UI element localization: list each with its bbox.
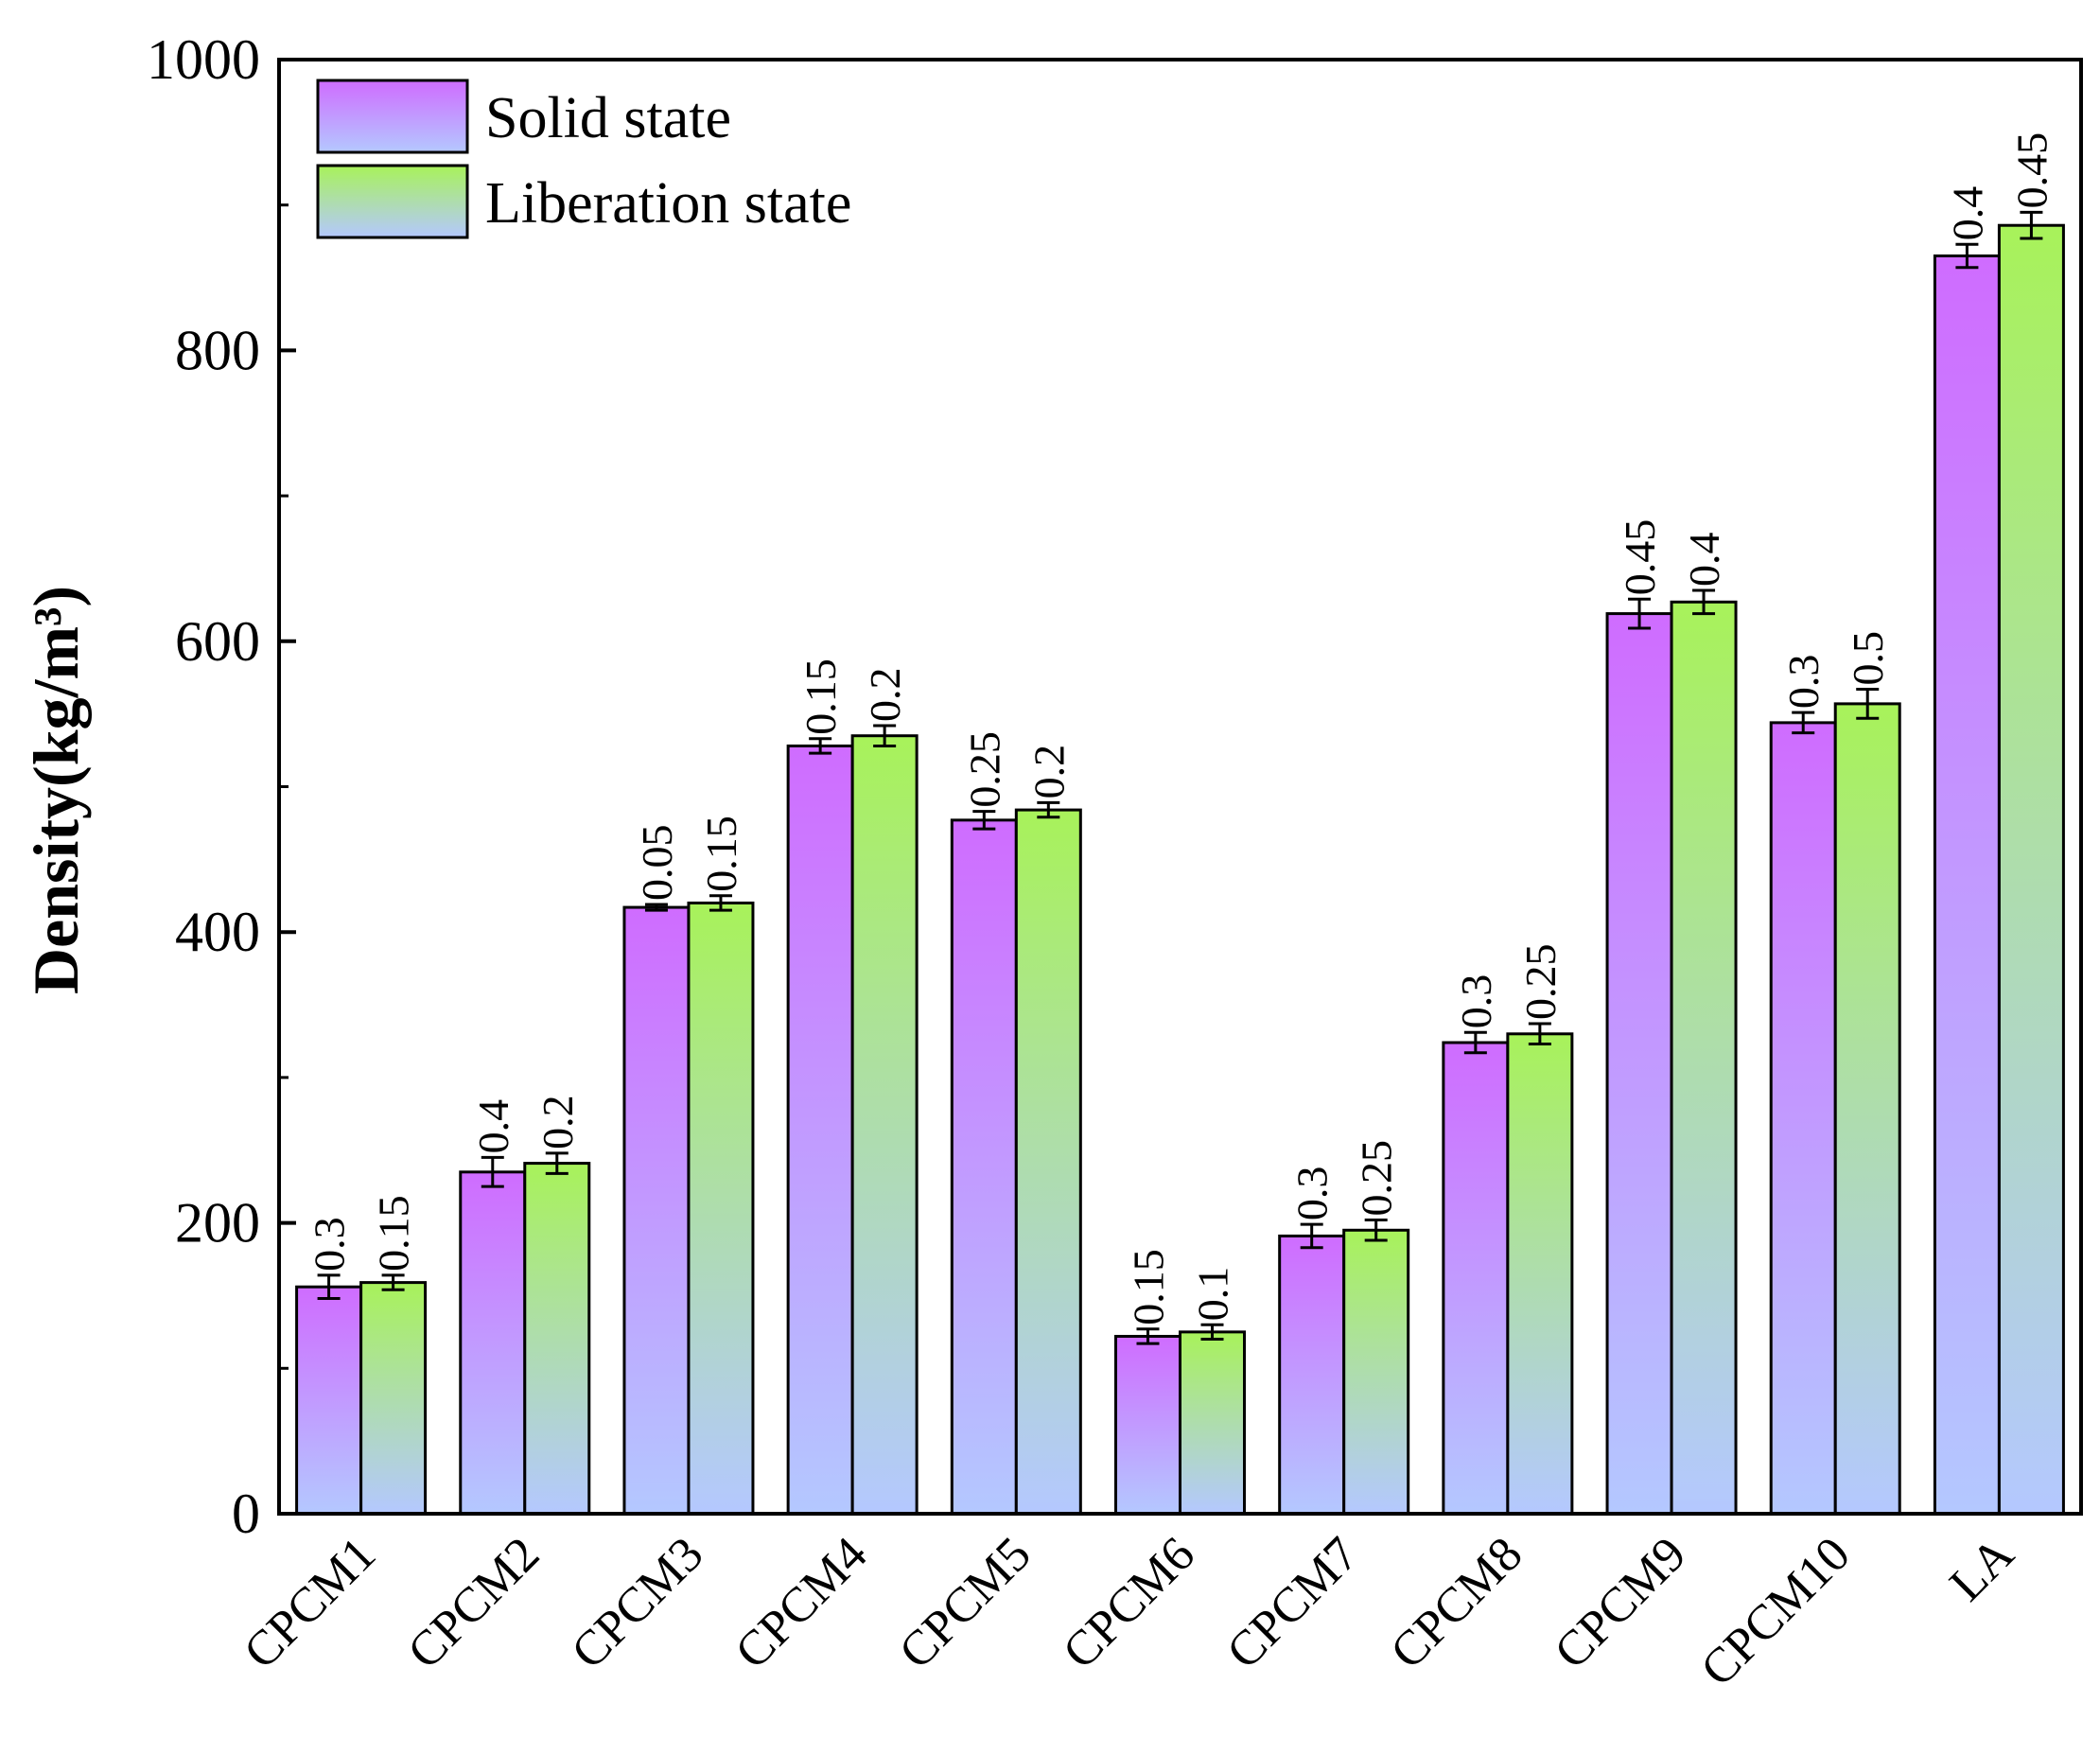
legend-swatch-liquid: [316, 164, 469, 239]
y-tick-label-400: 400: [175, 901, 260, 963]
error-bar-liquid-cpcm2: [545, 1151, 569, 1175]
error-bar-liquid-cpcm1: [381, 1273, 405, 1291]
x-tick-label-cpcm8: CPCM8: [1380, 1527, 1532, 1679]
data-label-solid-cpcm5: 0.25: [960, 731, 1008, 808]
data-label-solid-cpcm10: 0.3: [1779, 655, 1828, 710]
data-label-solid-cpcm7: 0.3: [1288, 1167, 1337, 1221]
x-tick-label-cpcm9: CPCM9: [1545, 1527, 1697, 1679]
error-bar-solid-cpcm2: [481, 1155, 504, 1188]
data-labels-layer: 0.3 0.15 0.4 0.2 0.05 0.15 0.15 0.2 0.25 0.2 0.15 0…: [306, 132, 2056, 1325]
plot-frame: [277, 58, 2083, 1516]
bar-solid-la: [1933, 254, 2001, 1516]
x-tick-label-cpcm3: CPCM3: [562, 1527, 714, 1679]
y-tick-label-600: 600: [175, 610, 260, 673]
error-bars-layer: [317, 210, 2043, 1345]
legend-label-solid: Solid state: [485, 86, 731, 150]
data-label-liquid-cpcm10: 0.5: [1844, 631, 1892, 686]
error-bar-solid-cpcm6: [1136, 1327, 1160, 1345]
data-label-solid-cpcm1: 0.3: [306, 1217, 354, 1272]
bar-solid-cpcm3: [622, 905, 691, 1516]
bar-solid-cpcm5: [950, 818, 1018, 1516]
bar-liquid-cpcm10: [1833, 702, 1901, 1516]
y-tick-label-800: 800: [175, 319, 260, 381]
data-label-solid-cpcm2: 0.4: [469, 1099, 517, 1154]
legend: Solid state Liberation state: [316, 79, 851, 239]
bar-liquid-cpcm2: [523, 1162, 591, 1516]
data-label-solid-la: 0.4: [1943, 186, 1991, 241]
error-bar-solid-cpcm5: [972, 810, 996, 831]
bar-solid-cpcm8: [1442, 1041, 1510, 1516]
x-tick-label-cpcm4: CPCM4: [726, 1527, 878, 1679]
bar-liquid-la: [1997, 223, 2065, 1516]
data-label-liquid-cpcm2: 0.2: [534, 1095, 582, 1149]
data-label-liquid-cpcm8: 0.25: [1516, 944, 1565, 1021]
data-label-liquid-cpcm6: 0.1: [1189, 1267, 1237, 1322]
bar-liquid-cpcm8: [1506, 1032, 1574, 1516]
bar-liquid-cpcm4: [850, 734, 919, 1516]
error-bar-solid-cpcm3: [644, 903, 668, 912]
bar-solid-cpcm9: [1605, 612, 1673, 1516]
bar-liquid-cpcm3: [687, 901, 755, 1516]
y-tick-label-1000: 1000: [147, 28, 260, 91]
bar-liquid-cpcm1: [359, 1281, 428, 1516]
x-tick-label-la: LA: [1940, 1527, 2025, 1612]
data-label-liquid-cpcm9: 0.4: [1680, 533, 1728, 588]
data-label-liquid-cpcm7: 0.25: [1353, 1140, 1401, 1217]
error-bar-liquid-cpcm6: [1200, 1323, 1224, 1342]
error-bar-liquid-cpcm9: [1692, 588, 1716, 616]
bar-liquid-cpcm7: [1342, 1228, 1410, 1516]
y-axis-title: Density(kg/m³): [20, 586, 92, 994]
data-label-solid-cpcm9: 0.45: [1616, 519, 1664, 596]
error-bar-liquid-cpcm3: [709, 894, 732, 912]
error-bar-solid-cpcm1: [317, 1273, 341, 1301]
x-tick-label-cpcm5: CPCM5: [889, 1527, 1041, 1679]
data-label-solid-cpcm8: 0.3: [1452, 974, 1500, 1029]
data-label-liquid-cpcm1: 0.15: [370, 1195, 418, 1272]
bar-liquid-cpcm5: [1014, 808, 1082, 1516]
error-bar-solid-cpcm7: [1300, 1222, 1323, 1250]
bars-layer: [295, 223, 2065, 1516]
x-axis-ticks: CPCM1 CPCM2 CPCM3 CPCM4 CPCM5 CPCM6 CPCM7 CPCM8…: [234, 1527, 2024, 1697]
error-bar-liquid-cpcm8: [1528, 1022, 1551, 1046]
bar-solid-cpcm6: [1114, 1334, 1181, 1516]
y-tick-label-0: 0: [232, 1483, 260, 1545]
error-bar-liquid-cpcm7: [1364, 1219, 1388, 1242]
data-label-liquid-la: 0.45: [2007, 132, 2056, 209]
x-tick-label-cpcm1: CPCM1: [234, 1527, 386, 1679]
y-axis-ticks: 0 200 400 600 800 1000: [147, 28, 296, 1545]
x-tick-label-cpcm7: CPCM7: [1216, 1527, 1369, 1679]
bar-solid-cpcm10: [1769, 721, 1837, 1516]
legend-swatch-solid: [316, 79, 469, 154]
error-bar-liquid-cpcm10: [1856, 688, 1880, 720]
data-label-liquid-cpcm4: 0.2: [861, 667, 909, 722]
bar-liquid-cpcm9: [1670, 600, 1738, 1516]
error-bar-solid-cpcm10: [1792, 711, 1815, 735]
x-tick-label-cpcm6: CPCM6: [1053, 1527, 1205, 1679]
bar-solid-cpcm1: [295, 1285, 363, 1516]
error-bar-liquid-la: [2020, 210, 2043, 240]
bar-liquid-cpcm6: [1179, 1330, 1246, 1516]
error-bar-liquid-cpcm5: [1037, 800, 1060, 819]
data-label-liquid-cpcm5: 0.2: [1024, 745, 1073, 799]
data-label-solid-cpcm4: 0.15: [796, 658, 845, 735]
data-label-solid-cpcm6: 0.15: [1125, 1249, 1173, 1325]
error-bar-solid-cpcm8: [1463, 1030, 1487, 1055]
bar-solid-cpcm4: [786, 744, 854, 1516]
error-bar-solid-cpcm9: [1628, 597, 1652, 630]
legend-label-liquid: Liberation state: [485, 171, 851, 236]
error-bar-solid-cpcm4: [809, 737, 832, 755]
bar-solid-cpcm7: [1278, 1234, 1346, 1516]
bar-solid-cpcm2: [459, 1170, 527, 1516]
data-label-solid-cpcm3: 0.05: [633, 824, 681, 901]
error-bar-solid-la: [1955, 242, 1979, 270]
data-label-liquid-cpcm3: 0.15: [697, 816, 745, 892]
error-bar-liquid-cpcm4: [873, 724, 897, 747]
y-tick-label-200: 200: [175, 1192, 260, 1254]
x-tick-label-cpcm2: CPCM2: [397, 1527, 550, 1679]
x-tick-label-cpcm10: CPCM10: [1690, 1527, 1860, 1696]
